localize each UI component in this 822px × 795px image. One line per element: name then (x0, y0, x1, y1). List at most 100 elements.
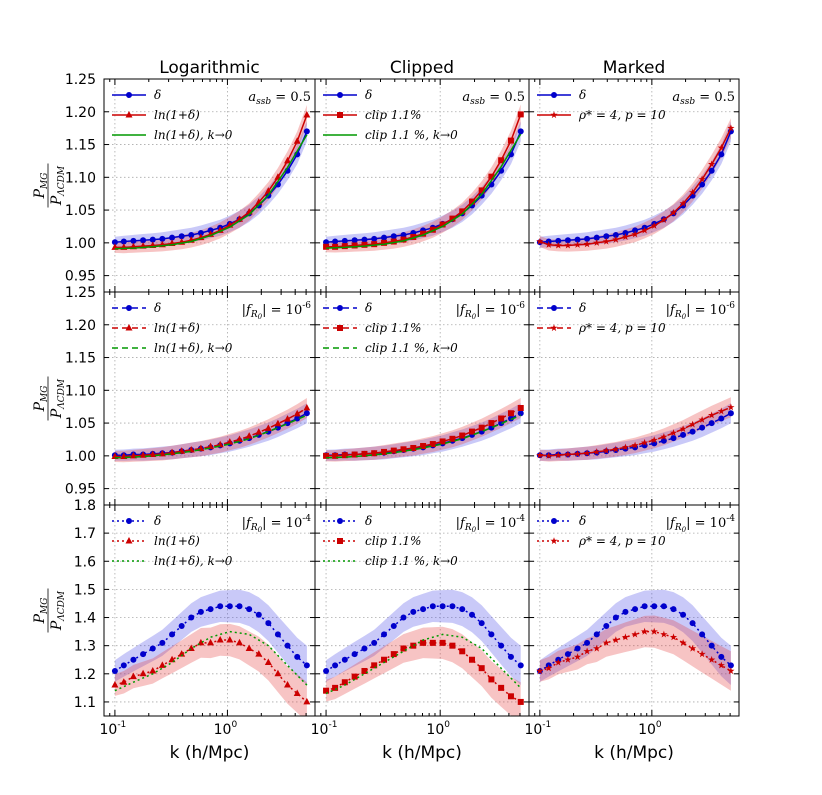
data-point (670, 435, 677, 442)
data-point (246, 606, 253, 613)
data-point (478, 620, 485, 627)
series-line (325, 642, 522, 703)
data-point (507, 693, 514, 700)
data-point (699, 181, 706, 188)
panel-clip-f6: |fR0| = 10-6 δ clip 1.1% clip 1.1 %, k→0 (314, 291, 530, 506)
data-point (564, 651, 571, 658)
data-point (621, 633, 630, 641)
data-point (139, 669, 147, 677)
gridlines (529, 292, 739, 505)
gridlines (104, 292, 315, 505)
series-line (325, 633, 522, 695)
plot-area (111, 398, 311, 463)
series-line (114, 134, 308, 250)
data-point (207, 606, 214, 613)
panel-annotation: assb = 0.5 (462, 90, 525, 107)
data-point (488, 631, 495, 638)
legend-marker (551, 518, 557, 524)
legend-label: clip 1.1 %, k→0 (365, 128, 458, 142)
data-point (498, 157, 505, 164)
data-point (130, 237, 137, 244)
data-point (573, 653, 582, 660)
data-point (469, 198, 476, 205)
data-point (169, 631, 176, 638)
data-point (188, 231, 195, 238)
data-point (351, 451, 358, 458)
ytick-label: 1.6 (74, 554, 96, 570)
data-point (478, 424, 485, 431)
plot-area (536, 397, 735, 462)
data-point (698, 650, 706, 658)
band-ln(1+δ) (114, 623, 307, 716)
data-point (717, 661, 725, 669)
legend-marker (551, 305, 557, 311)
data-point (341, 243, 348, 250)
gridlines (529, 79, 739, 292)
panel-annotation: |fR0| = 10-4 (242, 514, 312, 534)
data-point (361, 450, 368, 457)
series-line (539, 605, 732, 672)
data-point (708, 160, 716, 168)
data-point (554, 451, 562, 459)
data-point (188, 614, 195, 621)
data-point (390, 238, 397, 245)
data-point (602, 639, 610, 646)
data-point (708, 642, 715, 649)
data-point (708, 420, 715, 427)
data-point (341, 679, 348, 686)
data-point (669, 429, 678, 436)
data-point (255, 611, 262, 618)
data-point (130, 656, 137, 663)
data-point (400, 645, 407, 652)
legend-marker (125, 537, 133, 544)
data-point (459, 606, 466, 613)
legend-label: clip 1.1 %, k→0 (365, 341, 458, 355)
data-point (197, 230, 204, 237)
data-point (584, 235, 591, 242)
data-point (727, 403, 735, 411)
panel-frame (103, 291, 316, 506)
data-point (149, 450, 157, 458)
data-point (536, 667, 544, 675)
plot-area (323, 589, 524, 716)
band-δ (326, 121, 521, 248)
ytick-label: 1.8 (74, 498, 96, 514)
ytick-label: 1.7 (74, 526, 96, 542)
ylabel-denominator: PΛCDM (49, 590, 67, 631)
legend-label: ln(1+δ) (154, 534, 200, 548)
data-point (178, 622, 185, 629)
data-point (235, 435, 243, 442)
data-point (400, 614, 407, 621)
data-point (216, 440, 224, 448)
data-point (689, 188, 697, 196)
data-point (669, 633, 678, 641)
gridlines (104, 505, 315, 716)
data-point (361, 236, 368, 243)
ytick-label: 1.20 (65, 318, 96, 334)
data-point (216, 636, 224, 643)
data-point (583, 449, 591, 457)
data-point (555, 237, 562, 244)
data-point (169, 234, 176, 241)
data-point (332, 662, 339, 669)
data-point (381, 239, 388, 246)
data-point (680, 611, 687, 618)
series-line (326, 414, 521, 459)
data-point (149, 645, 156, 652)
data-point (293, 137, 301, 144)
ylabel-denominator: PΛCDM (49, 378, 67, 419)
data-point (255, 650, 263, 657)
data-point (717, 407, 725, 415)
legend-marker (337, 112, 343, 118)
data-point (517, 662, 524, 669)
data-point (488, 676, 495, 683)
data-point (498, 420, 505, 427)
data-point (612, 445, 620, 453)
ytick-label: 1.2 (74, 667, 96, 683)
legend-label: ln(1+δ), k→0 (154, 341, 233, 355)
legend-marker (337, 325, 343, 331)
data-point (517, 698, 524, 705)
